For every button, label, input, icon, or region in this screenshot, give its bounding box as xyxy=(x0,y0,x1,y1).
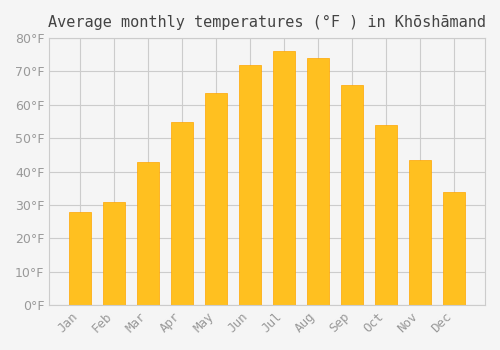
Bar xyxy=(273,51,295,305)
Bar xyxy=(137,162,159,305)
Title: Average monthly temperatures (°F ) in Khōshāmand: Average monthly temperatures (°F ) in Kh… xyxy=(48,15,486,30)
Bar xyxy=(307,58,329,305)
Bar xyxy=(375,125,397,305)
Bar xyxy=(409,160,431,305)
Bar xyxy=(341,85,363,305)
Bar xyxy=(69,212,92,305)
Bar xyxy=(171,121,193,305)
Bar xyxy=(103,202,126,305)
Bar xyxy=(205,93,227,305)
Bar xyxy=(443,191,465,305)
Bar xyxy=(239,65,261,305)
